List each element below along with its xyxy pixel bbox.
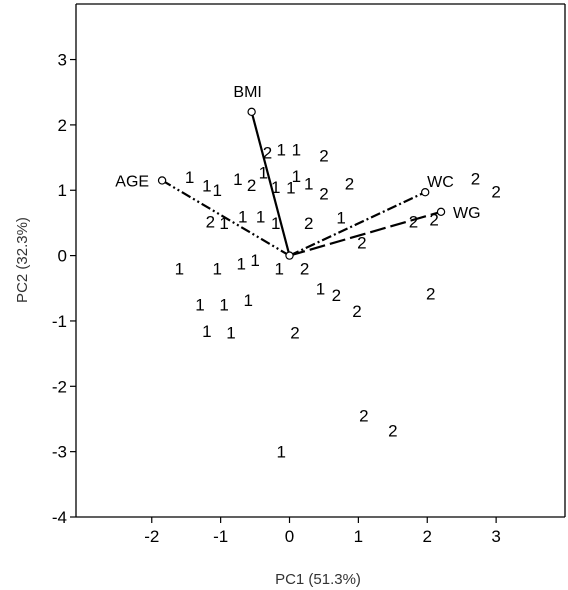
data-point-group-1: 1 <box>185 168 194 187</box>
data-point-group-1: 1 <box>277 443 286 462</box>
data-point-group-2: 2 <box>409 213 418 232</box>
y-axis-title: PC2 (32.3%) <box>14 217 31 303</box>
vector-line-wg <box>289 210 442 257</box>
vector-label-wc: WC <box>427 174 454 191</box>
data-point-group-2: 2 <box>426 285 435 304</box>
data-point-group-1: 1 <box>243 291 252 310</box>
x-tick-label: 3 <box>491 527 500 546</box>
data-point-group-2: 2 <box>304 214 313 233</box>
data-point-group-1: 1 <box>212 181 221 200</box>
y-tick-label: -1 <box>52 312 67 331</box>
data-point-group-1: 1 <box>256 207 265 226</box>
y-tick-label: 3 <box>58 51 67 70</box>
data-point-group-1: 1 <box>304 175 313 194</box>
vector-label-bmi: BMI <box>233 84 261 101</box>
vector-end-wg <box>436 207 446 217</box>
y-tick-label: 2 <box>58 116 67 135</box>
y-tick-label: -3 <box>52 443 67 462</box>
data-point-group-2: 2 <box>319 185 328 204</box>
data-point-group-2: 2 <box>290 324 299 343</box>
vector-line-age <box>161 179 291 257</box>
data-point-group-1: 1 <box>274 260 283 279</box>
data-point-group-1: 1 <box>219 296 228 315</box>
vector-label-age: AGE <box>115 173 149 190</box>
vector-line-wc <box>289 191 426 257</box>
vector-end-age <box>157 176 167 185</box>
data-point-group-1: 1 <box>292 141 301 160</box>
data-point-group-1: 1 <box>233 170 242 189</box>
data-point-group-2: 2 <box>206 213 215 232</box>
data-point-group-1: 1 <box>226 324 235 343</box>
data-point-group-2: 2 <box>359 407 368 426</box>
data-point-group-1: 1 <box>336 209 345 228</box>
data-point-group-2: 2 <box>247 176 256 195</box>
data-point-group-1: 1 <box>175 260 184 279</box>
data-point-group-2: 2 <box>300 260 309 279</box>
data-point-group-2: 2 <box>357 234 366 253</box>
loading-vectors: BMI AGE WC WG <box>115 84 481 260</box>
vector-end-bmi <box>247 107 256 117</box>
data-point-group-2: 2 <box>345 175 354 194</box>
vector-end-wc <box>420 188 430 197</box>
vector-label-wg: WG <box>453 205 481 222</box>
data-point-group-1: 1 <box>238 207 247 226</box>
x-axis-title: PC1 (51.3%) <box>275 571 361 588</box>
data-point-group-2: 2 <box>332 286 341 305</box>
x-tick-label: 2 <box>423 527 432 546</box>
x-tick-label: -2 <box>144 527 159 546</box>
data-point-group-2: 2 <box>352 302 361 321</box>
y-tick-label: -2 <box>52 377 67 396</box>
x-tick-label: 1 <box>354 527 363 546</box>
data-point-group-1: 1 <box>202 177 211 196</box>
data-point-group-1: 1 <box>277 141 286 160</box>
data-point-group-1: 1 <box>316 279 325 298</box>
vector-line-bmi <box>250 111 291 256</box>
data-point-group-1: 1 <box>212 260 221 279</box>
data-point-group-1: 1 <box>271 178 280 197</box>
x-tick-label: -1 <box>213 527 228 546</box>
data-point-group-2: 2 <box>319 147 328 166</box>
data-point-group-2: 2 <box>471 169 480 188</box>
data-point-group-2: 2 <box>429 211 438 230</box>
data-point-group-1: 1 <box>237 254 246 273</box>
data-point-group-1: 1 <box>271 214 280 233</box>
data-point-group-2: 2 <box>491 183 500 202</box>
data-point-group-1: 1 <box>259 164 268 183</box>
data-point-group-1: 1 <box>195 296 204 315</box>
data-point-group-2: 2 <box>263 143 272 162</box>
y-tick-label: -4 <box>52 508 67 527</box>
data-point-group-1: 1 <box>250 251 259 270</box>
y-tick-label: 0 <box>58 247 67 266</box>
data-point-group-1: 1 <box>202 322 211 341</box>
data-point-group-1: 1 <box>292 167 301 186</box>
vector-origin <box>285 251 294 260</box>
y-tick-label: 1 <box>58 181 67 200</box>
x-tick-label: 0 <box>285 527 294 546</box>
data-point-group-1: 1 <box>219 214 228 233</box>
data-point-group-2: 2 <box>388 422 397 441</box>
data-point-group-1: 1 <box>286 179 295 198</box>
